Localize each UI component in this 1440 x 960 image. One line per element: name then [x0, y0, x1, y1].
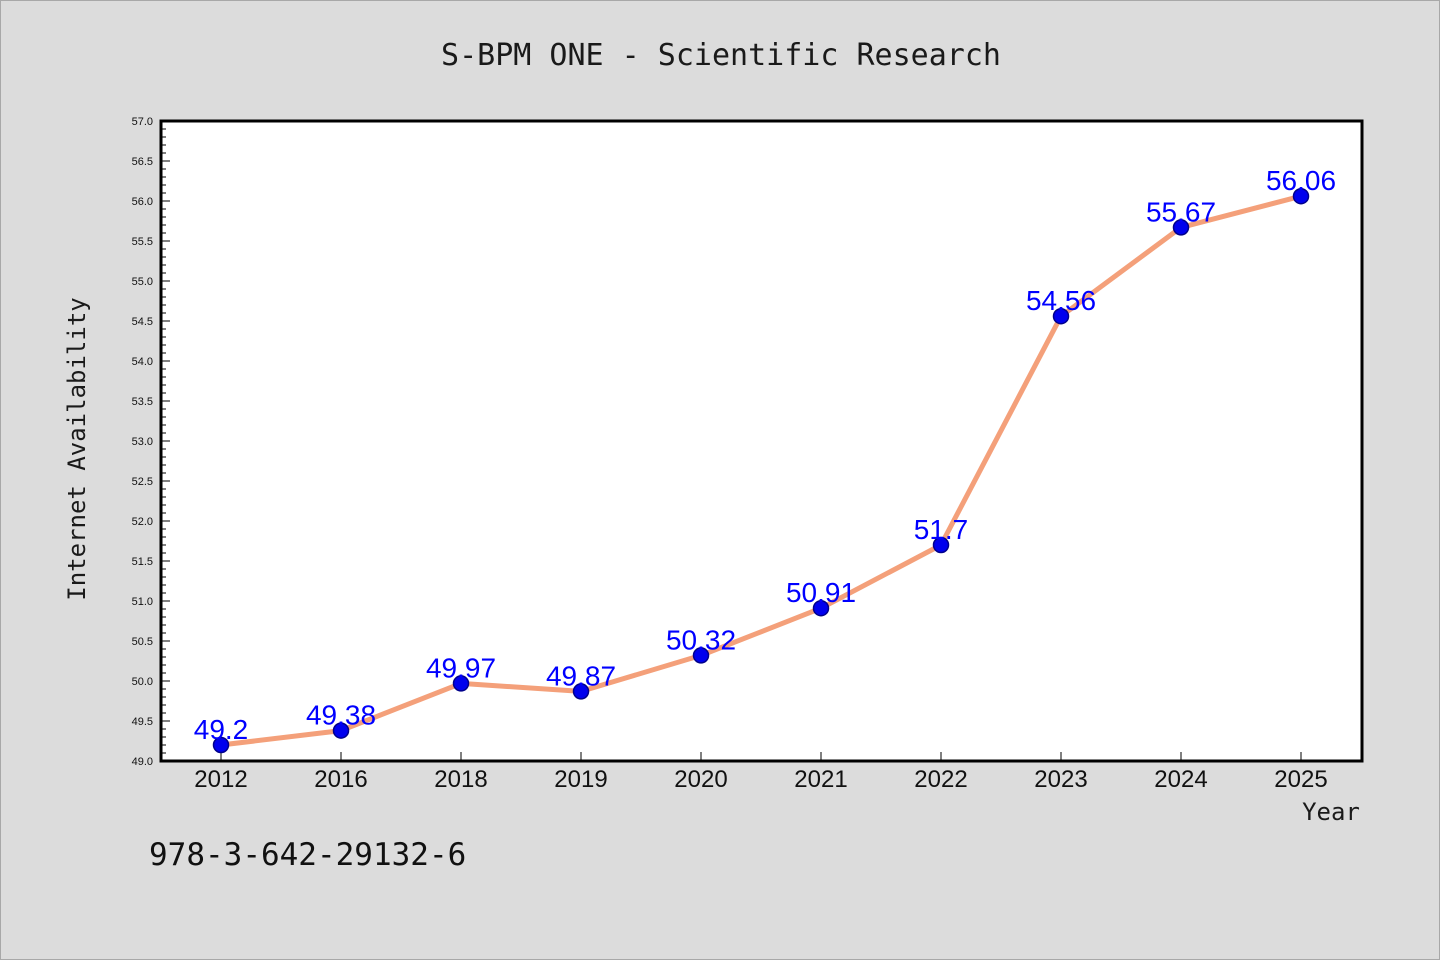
y-tick-label: 54.0: [132, 356, 153, 368]
y-tick-label: 51.0: [132, 596, 153, 608]
x-tick-label: 2012: [194, 766, 247, 793]
y-tick-label: 55.0: [132, 276, 153, 288]
data-label: 49.87: [546, 660, 616, 691]
data-label: 50.91: [786, 577, 856, 608]
data-label: 49.38: [306, 700, 376, 731]
x-tick-label: 2022: [914, 766, 967, 793]
y-tick-label: 51.5: [132, 556, 153, 568]
data-point-marker: [452, 675, 470, 692]
data-label: 54.56: [1026, 285, 1096, 316]
y-tick-label: 53.0: [132, 436, 153, 448]
series-layer: [212, 187, 1310, 754]
data-point-marker: [332, 722, 350, 739]
y-tick-label: 56.5: [132, 156, 153, 168]
data-point-marker: [812, 599, 830, 617]
y-axis-title: Internet Availability: [63, 297, 91, 600]
x-tick-label: 2020: [674, 766, 727, 793]
x-axis-title: Year: [1302, 798, 1360, 826]
x-tick-label: 2024: [1154, 766, 1207, 793]
data-label: 55.67: [1146, 196, 1216, 227]
y-tick-label: 52.0: [132, 516, 153, 528]
data-point-marker: [932, 536, 950, 554]
data-point-marker: [212, 736, 230, 754]
y-tick-label: 49.5: [132, 716, 153, 728]
x-axis: 2012 2016 2018 2019 2020 2021 2022 2023 2024 2025: [194, 752, 1328, 793]
x-tick-label: 2019: [554, 766, 607, 793]
y-tick-label: 53.5: [132, 396, 153, 408]
y-tick-label: 55.5: [132, 236, 153, 248]
x-tick-label: 2021: [794, 766, 847, 793]
data-point-marker: [1292, 187, 1310, 205]
data-point-marker: [692, 647, 710, 664]
x-tick-label: 2025: [1274, 766, 1327, 793]
footnote-isbn: 978-3-642-29132-6: [149, 837, 466, 873]
x-tick-label: 2016: [314, 766, 367, 793]
data-point-marker: [1052, 307, 1070, 325]
plot-area: [159, 119, 1364, 763]
data-point-marker: [572, 683, 590, 700]
y-tick-label: 57.0: [132, 116, 153, 128]
x-tick-label: 2023: [1034, 766, 1087, 793]
data-label: 51.7: [914, 514, 969, 545]
data-label: 56.06: [1266, 165, 1336, 196]
data-label: 50.32: [666, 624, 736, 655]
y-tick-label: 50.5: [132, 636, 153, 648]
x-tick-label: 2018: [434, 766, 487, 793]
y-tick-label: 52.5: [132, 476, 153, 488]
series-line: [218, 193, 1304, 748]
y-tick-label: 56.0: [132, 196, 153, 208]
data-point-marker: [1172, 219, 1190, 236]
y-tick-label: 50.0: [132, 676, 153, 688]
y-tick-label: 54.5: [132, 316, 153, 328]
chart-title: S-BPM ONE - Scientific Research: [441, 38, 1001, 73]
data-label: 49.2: [194, 714, 249, 745]
y-axis: 49.0 49.5 50.0 50.5 51.0 51.5 52.0 52.5 53.0 53.5…: [132, 116, 170, 768]
data-label: 49.97: [426, 652, 496, 683]
data-labels-layer: 49.2 49.38 49.97 49.87 50.32 50.91 51.7 54.56 55…: [194, 165, 1336, 745]
y-tick-label: 49.0: [132, 756, 153, 768]
